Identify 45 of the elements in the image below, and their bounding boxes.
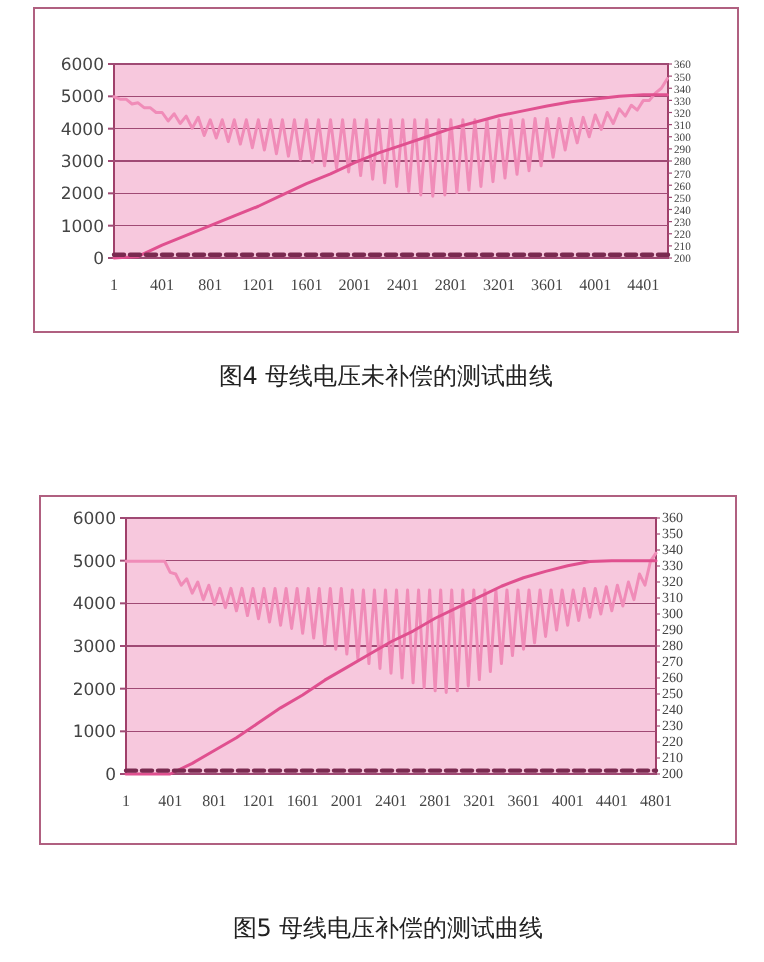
- x-tick-label: 401: [158, 792, 183, 810]
- y-tick-label: 3000: [60, 153, 104, 173]
- y-tick-label: 2000: [72, 680, 116, 701]
- y-tick-label: 2000: [60, 185, 104, 206]
- y-tick-label: 1000: [72, 723, 116, 744]
- y-tick-label: 6000: [72, 510, 116, 530]
- x-tick-label: 2401: [386, 276, 419, 294]
- line-series: [112, 77, 669, 198]
- x-tick-label: 4401: [627, 276, 660, 294]
- line-series: [124, 559, 658, 776]
- x-tick-label: 1601: [286, 792, 319, 810]
- caption: 图5 母线电压补偿的测试曲线: [232, 914, 544, 942]
- y-tick-label: 5000: [72, 552, 116, 573]
- x-tick-label: 1601: [290, 276, 323, 294]
- y-tick-label: 4000: [60, 120, 104, 141]
- x-tick-label: 2001: [338, 276, 371, 294]
- x-tick-label: 1: [122, 792, 130, 810]
- x-tick-label: 801: [202, 792, 227, 810]
- x-tick-label: 4401: [595, 792, 628, 810]
- line-series: [124, 551, 658, 694]
- x-tick-label: 4801: [640, 792, 672, 810]
- x-tick-label: 2001: [330, 792, 363, 810]
- caption: 图4 母线电压未补偿的测试曲线: [218, 362, 554, 390]
- y-tick-label: 4000: [72, 595, 116, 616]
- x-tick-label: 1201: [242, 276, 275, 294]
- x-tick-label: 3201: [482, 276, 515, 294]
- x-tick-label: 1: [110, 276, 118, 294]
- x-tick-label: 3601: [507, 792, 540, 810]
- y-tick-label: 0: [93, 250, 104, 270]
- x-tick-label: 2801: [434, 276, 467, 294]
- y-tick-label: 6000: [60, 56, 104, 76]
- x-tick-label: 3201: [463, 792, 496, 810]
- x-tick-label: 401: [150, 276, 175, 294]
- y-tick-label: 5000: [60, 88, 104, 109]
- y-tick-label: 1000: [60, 217, 104, 238]
- x-tick-label: 4001: [551, 792, 584, 810]
- y-tick-label: 0: [105, 766, 116, 786]
- x-tick-label: 2801: [419, 792, 452, 810]
- x-tick-label: 3601: [531, 276, 564, 294]
- x-tick-label: 1201: [242, 792, 275, 810]
- y-tick-label: 3000: [72, 638, 116, 658]
- x-tick-label: 2401: [375, 792, 407, 810]
- line-series: [112, 93, 669, 260]
- x-tick-label: 4001: [579, 276, 612, 294]
- x-tick-label: 801: [198, 276, 223, 294]
